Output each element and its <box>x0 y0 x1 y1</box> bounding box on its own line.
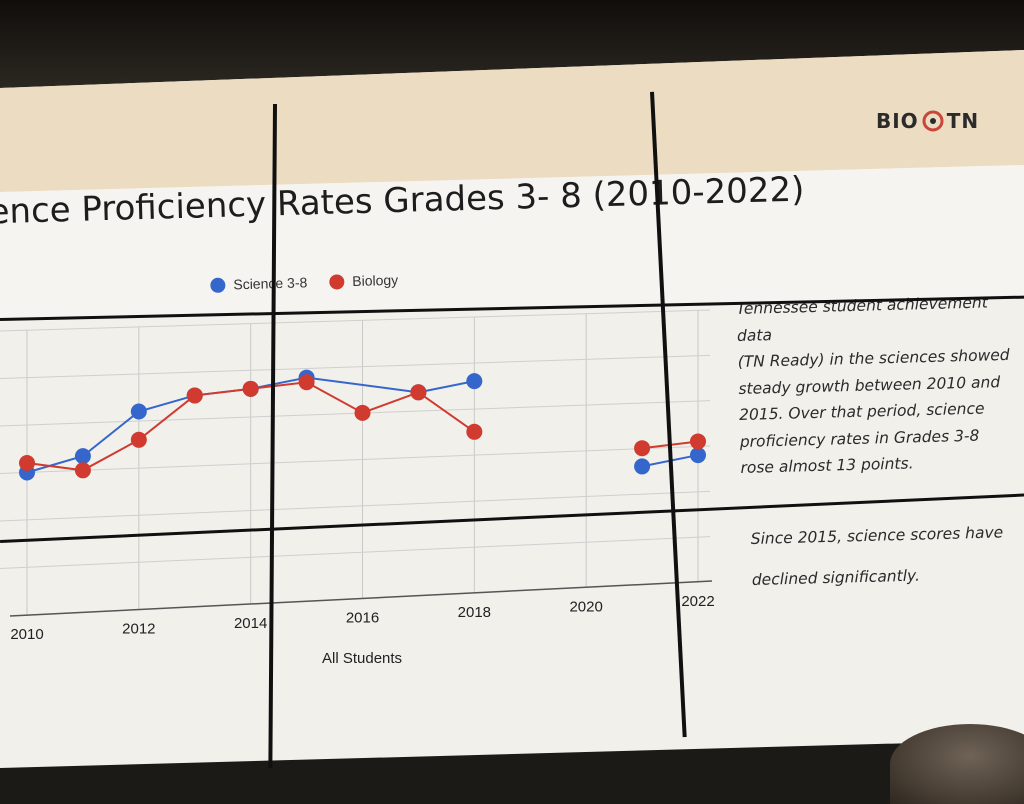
note-line: Since 2015, science scores have <box>750 522 1004 548</box>
x-axis-line <box>9 580 713 617</box>
data-point <box>634 440 651 457</box>
data-point <box>690 447 706 464</box>
data-point <box>19 455 35 471</box>
x-tick-label: 2010 <box>10 626 43 643</box>
data-point <box>298 374 315 391</box>
data-point <box>634 458 651 475</box>
x-tick-label: 2016 <box>346 610 379 627</box>
x-tick-label: 2022 <box>681 593 714 610</box>
gridline-horizontal <box>0 354 711 379</box>
data-point <box>354 404 371 421</box>
vertical-gridlines <box>26 310 699 615</box>
logo: BIO TN <box>876 106 979 136</box>
note-text: Since 2015, science scores have declined… <box>750 503 1022 609</box>
slide: BIO TN ence Proficiency Rates Grades 3- … <box>0 106 1024 667</box>
x-tick-label: 2018 <box>458 604 491 621</box>
x-tick-label: 2020 <box>569 599 602 616</box>
data-point <box>466 373 483 390</box>
note-line: declined significantly. <box>751 566 921 589</box>
gridline-horizontal <box>0 445 711 474</box>
logo-text-bio: BIO <box>876 109 919 133</box>
data-point <box>410 384 427 401</box>
video-wall <box>0 50 1024 768</box>
data-point <box>74 448 91 465</box>
data-point <box>130 431 147 448</box>
gridline-horizontal <box>0 536 711 569</box>
data-point <box>690 433 706 450</box>
chart-series <box>19 369 706 481</box>
logo-text-tn: TN <box>946 109 980 133</box>
slide-mid-band <box>0 165 1024 322</box>
x-axis-ticks: 2010 2012 2014 2016 2018 2020 2022 <box>10 593 714 643</box>
header-band <box>0 50 1024 192</box>
x-tick-label: 2014 <box>234 615 267 632</box>
data-point <box>74 462 91 479</box>
description-text: Tennessee student achievement data (TN R… <box>736 289 1024 482</box>
x-axis-title: All Students <box>322 650 403 667</box>
series-biology <box>19 374 706 479</box>
x-tick-label: 2012 <box>122 621 155 638</box>
horizontal-gridlines <box>0 309 711 569</box>
data-point <box>466 423 483 440</box>
gridline-horizontal <box>0 490 711 522</box>
line-chart: 2010 2012 2014 2016 2018 2020 2022 <box>0 309 715 643</box>
data-point <box>130 403 147 420</box>
data-point <box>186 387 203 404</box>
logo-mark-icon <box>922 110 944 132</box>
gridline-horizontal <box>0 309 711 332</box>
audience-chair <box>890 724 1024 804</box>
data-point <box>242 380 259 397</box>
